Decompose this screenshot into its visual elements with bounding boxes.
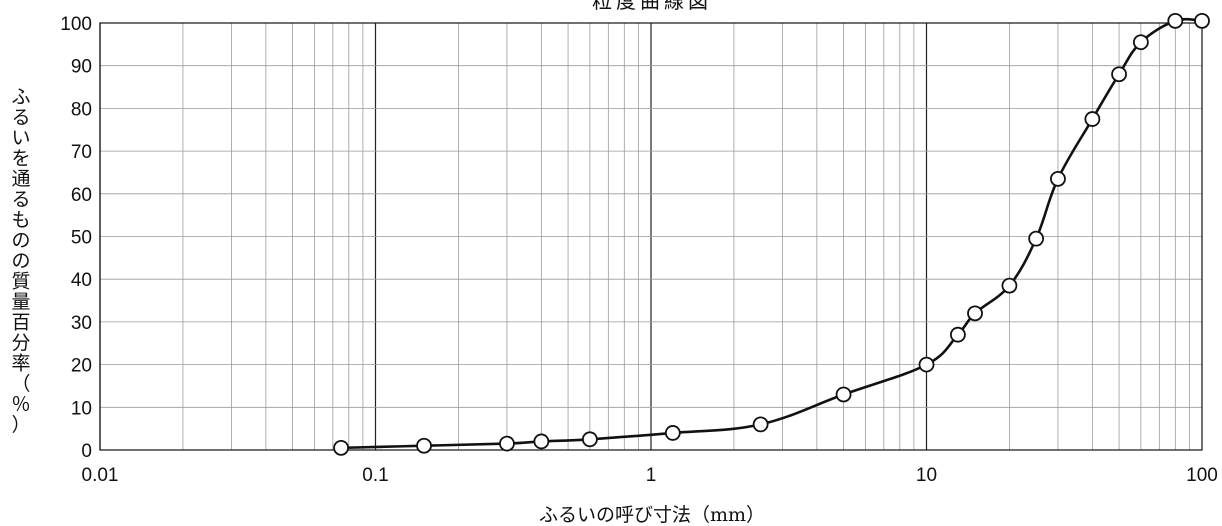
y-tick-label: 50 [71,228,92,249]
x-tick-label: 10 [916,465,937,486]
data-point [416,437,432,454]
data-point [967,305,983,322]
data-point [333,439,349,456]
data-points [333,12,1210,456]
data-point [581,431,598,448]
y-tick-label: 90 [71,57,92,78]
data-point [835,386,852,403]
chart-title: 粒度曲線図 [592,0,712,13]
y-tick-label: 20 [71,356,92,377]
y-tick-labels: 0 10 20 30 40 50 60 70 80 90 100 [60,14,92,462]
y-tick-label: 40 [71,270,92,291]
plot-frame [99,22,1203,451]
x-tick-labels: 0.01 0.1 1 10 100 [82,465,1218,486]
x-tick-label: 100 [1186,465,1218,486]
data-point [1001,277,1018,294]
data-point [499,435,515,452]
axes [99,22,1203,451]
data-point [1132,34,1149,51]
y-tick-label: 0 [81,441,92,462]
data-point [918,356,935,373]
x-tick-label: 0.01 [82,465,119,486]
data-point [533,433,550,450]
x-axis-label: ふるいの呼び寸法（mm） [539,504,765,526]
x-tick-label: 1 [646,465,657,486]
series-line [341,17,1203,450]
data-point [1084,111,1101,127]
data-point [1167,12,1184,29]
data-point [664,425,681,441]
data-point [949,326,966,343]
y-tick-label: 70 [71,142,92,163]
x-tick-label: 0.1 [362,465,388,486]
y-tick-label: 10 [71,398,92,419]
y-tick-label: 60 [71,185,92,206]
data-point [752,416,769,433]
y-tick-label: 80 [71,99,92,120]
data-point [1111,66,1127,83]
data-point [1194,12,1210,29]
y-axis-label: ふるいを通るものの質量百分率（％） [11,86,30,436]
y-tick-label: 100 [60,14,92,35]
y-tick-label: 30 [71,313,92,334]
data-point [1050,170,1066,187]
data-point [1028,230,1045,247]
